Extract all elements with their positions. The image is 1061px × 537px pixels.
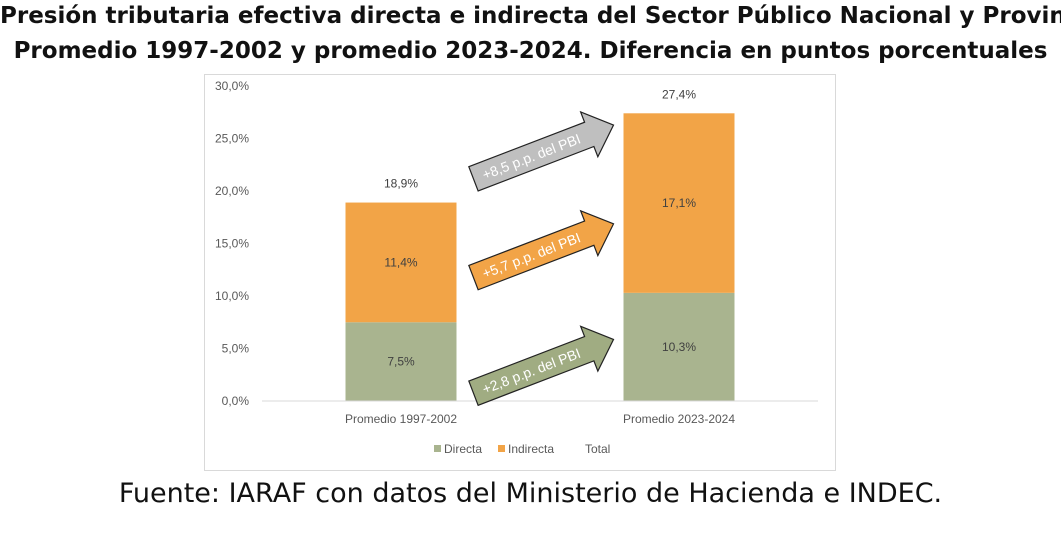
arrow-total-shape xyxy=(468,110,615,192)
difference-arrows: +8,5 p.p. del PBI+5,7 p.p. del PBI+2,8 p… xyxy=(468,110,615,407)
x-axis: Promedio 1997-2002 Promedio 2023-2024 xyxy=(262,400,818,426)
data-label-total: 18,9% xyxy=(384,177,418,191)
y-tick-label: 15,0% xyxy=(215,237,249,251)
data-label-directa: 7,5% xyxy=(387,355,415,369)
y-tick-label: 20,0% xyxy=(215,184,249,198)
stacked-bar-chart: 0,0% 5,0% 10,0% 15,0% 20,0% 25,0% 30,0% 7,5% 11… xyxy=(215,79,818,456)
bar-directa xyxy=(345,322,457,401)
data-label-indirecta: 17,1% xyxy=(662,196,696,210)
arrow-indirecta: +5,7 p.p. del PBI xyxy=(468,209,615,291)
chart-title: Presión tributaria efectiva directa e in… xyxy=(0,3,1061,29)
x-tick-label: Promedio 2023-2024 xyxy=(623,412,735,426)
data-label-total: 27,4% xyxy=(662,87,696,101)
data-label-directa: 10,3% xyxy=(662,340,696,354)
legend-label: Total xyxy=(585,442,610,456)
arrow-indirecta-shape xyxy=(468,209,615,291)
y-axis: 0,0% 5,0% 10,0% 15,0% 20,0% 25,0% 30,0% xyxy=(215,79,249,408)
source-note: Fuente: IARAF con datos del Ministerio d… xyxy=(118,478,943,509)
y-tick-label: 0,0% xyxy=(222,394,250,408)
data-label-indirecta: 11,4% xyxy=(384,255,417,269)
bars xyxy=(345,113,735,401)
legend-swatch xyxy=(498,445,505,452)
data-labels: 7,5% 11,4% 18,9% 10,3% 17,1% 27,4% xyxy=(384,87,696,368)
y-tick-label: 10,0% xyxy=(215,289,249,303)
bar-indirecta xyxy=(345,202,457,323)
chart-subtitle: Promedio 1997-2002 y promedio 2023-2024.… xyxy=(13,38,1048,64)
legend: Directa Indirecta Total xyxy=(434,442,610,456)
y-tick-label: 30,0% xyxy=(215,79,249,93)
legend-swatch xyxy=(434,445,441,452)
x-tick-label: Promedio 1997-2002 xyxy=(345,412,457,426)
y-tick-label: 25,0% xyxy=(215,132,249,146)
bar-directa xyxy=(623,292,735,401)
legend-label: Indirecta xyxy=(508,442,554,456)
arrow-total: +8,5 p.p. del PBI xyxy=(468,110,615,192)
chart-area: 0,0% 5,0% 10,0% 15,0% 20,0% 25,0% 30,0% 7,5% 11… xyxy=(204,74,836,471)
y-tick-label: 5,0% xyxy=(222,342,250,356)
bar-indirecta xyxy=(623,113,735,293)
arrow-directa-shape xyxy=(468,325,615,407)
legend-label: Directa xyxy=(444,442,482,456)
